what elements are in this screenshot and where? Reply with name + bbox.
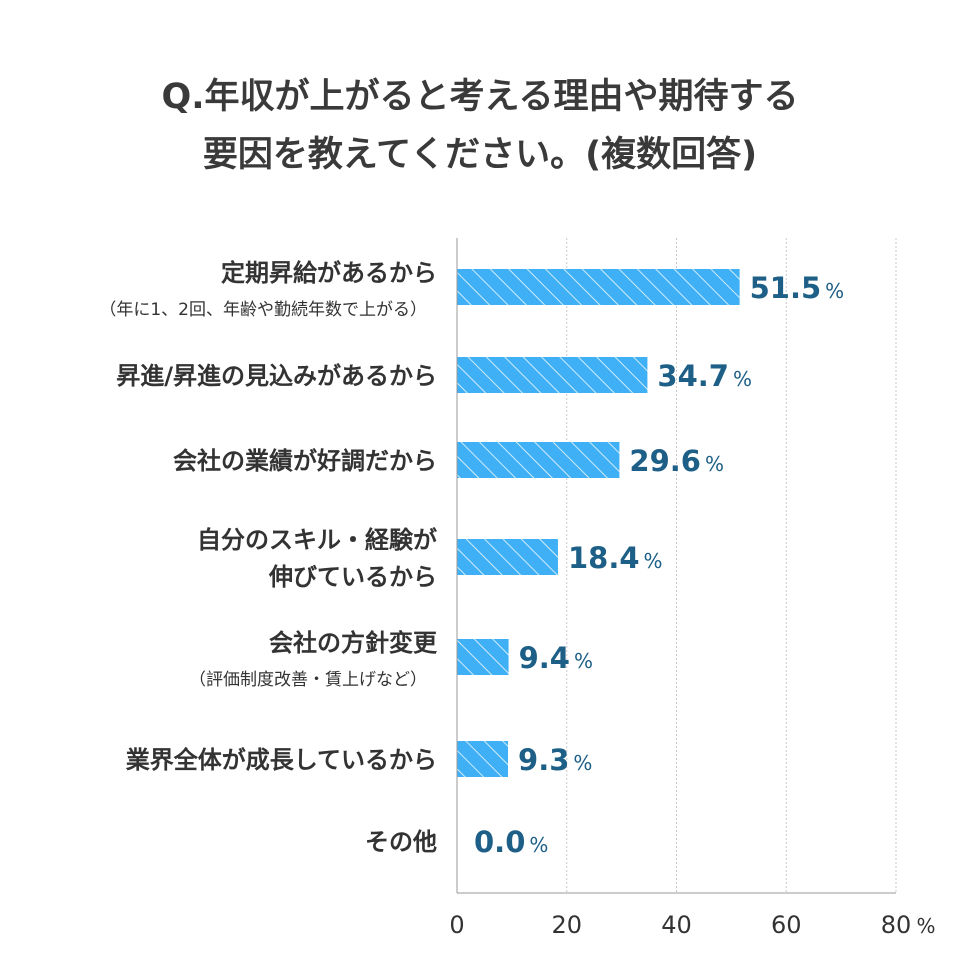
category-sublabel: （評価制度改善・賃上げなど） [189, 670, 427, 690]
x-tick-unit: % [916, 914, 935, 938]
value-label: 51.5% [750, 271, 845, 305]
category-label: 業界全体が成長しているから [126, 746, 437, 774]
category-label: 昇進/昇進の見込みがあるから [116, 362, 437, 390]
value-label: 18.4% [568, 541, 663, 575]
category-labels: 定期昇給があるから （年に1、2回、年齢や勤続年数で上がる） 昇進/昇進の見込みがあ… [99, 259, 438, 856]
chart-title: Q.年収が上がると考える理由や期待する 要因を教えてください。(複数回答) [0, 68, 960, 184]
value-label: 9.4% [519, 641, 593, 675]
category-label: 会社の業績が好調だから [173, 447, 437, 475]
value-labels: 51.5 % 34.7 % 29.6 % 18.4 % 9.4 % 9.3 % 0.0% [474, 271, 844, 859]
x-tick-label: 20 [551, 911, 582, 939]
bar [457, 539, 558, 575]
value-label: 29.6% [629, 444, 724, 478]
x-axis-ticks: 0 20 40 60 80% [449, 892, 936, 939]
bar [457, 639, 509, 675]
x-tick-label: 0 [449, 911, 464, 939]
value-label: 9.3% [518, 743, 592, 777]
value-label: 0.0% [474, 825, 548, 859]
category-label: その他 [365, 828, 437, 856]
x-tick-label: 80 [881, 911, 912, 939]
x-tick-label: 40 [661, 911, 692, 939]
title-line-2: 要因を教えてください。(複数回答) [202, 135, 758, 175]
x-tick-label: 60 [771, 911, 802, 939]
category-label: 定期昇給があるから [221, 259, 437, 287]
category-label: 自分のスキル・経験が [197, 526, 437, 554]
category-label: 伸びているから [268, 563, 437, 591]
grid-lines [566, 238, 897, 893]
category-sublabel: （年に1、2回、年齢や勤続年数で上がる） [99, 300, 427, 320]
bars [457, 269, 740, 777]
value-label: 34.7% [657, 359, 752, 393]
bar [457, 442, 620, 478]
bar [457, 741, 509, 777]
category-label: 会社の方針変更 [269, 629, 438, 657]
title-line-1: Q.年収が上がると考える理由や期待する [161, 77, 799, 117]
bar [457, 357, 648, 393]
bar [457, 269, 740, 305]
